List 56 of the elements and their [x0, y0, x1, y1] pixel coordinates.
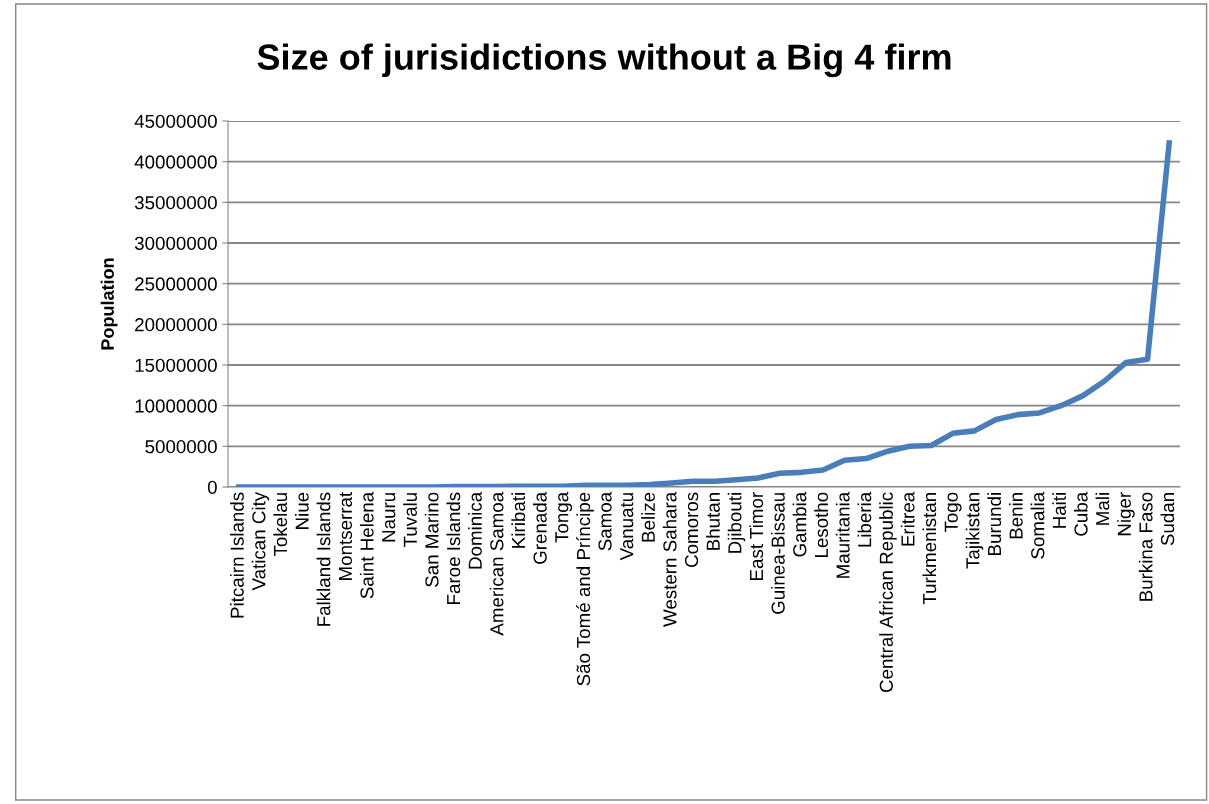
- x-tick-label: Niger: [1117, 492, 1135, 536]
- x-tick-label: Mali: [1095, 493, 1110, 525]
- x-tick-label: Saint Helena: [359, 491, 374, 599]
- x-tick-label: São Tomé and Príncipe: [576, 492, 594, 686]
- x-tick-label: Nauru: [382, 493, 396, 542]
- x-tick-label: Falkland Islands: [316, 492, 331, 626]
- x-tick-label: Cuba: [1073, 491, 1088, 536]
- x-tick-label: Kiribati: [511, 493, 526, 548]
- y-axis-title: Population: [100, 258, 118, 350]
- x-tick-label: Turkmenistan: [922, 493, 937, 605]
- x-tick-label: Gambia: [792, 491, 807, 557]
- x-tick-label: Vatican City: [251, 491, 270, 591]
- x-tick-label: Haiti: [1052, 493, 1067, 528]
- x-tick-label: Belize: [641, 492, 655, 542]
- x-tick-label: American Samoa: [489, 491, 504, 636]
- x-tick-label: Western Sahara: [662, 491, 677, 627]
- x-tick-label: Sudan: [1160, 493, 1175, 546]
- y-tick-label: 5000000: [145, 440, 217, 454]
- x-tick-label: East Timor: [749, 492, 764, 580]
- x-tick-label: Faroe Islands: [446, 492, 461, 604]
- y-tick-label: 20000000: [135, 318, 217, 332]
- x-tick-label: Grenada: [532, 491, 547, 564]
- x-tick-label: Burkina Faso: [1138, 492, 1153, 601]
- x-tick-label: Dominica: [468, 491, 482, 569]
- x-tick-label: Vanuatu: [620, 493, 634, 561]
- x-tick-label: Somalia: [1030, 491, 1045, 559]
- x-tick-label: Eritrea: [900, 491, 915, 546]
- y-tick-label: 25000000: [135, 277, 217, 291]
- y-tick-label: 45000000: [134, 114, 217, 128]
- x-tick-label: Lesotho: [814, 492, 829, 558]
- y-tick-label: 30000000: [134, 236, 217, 250]
- x-tick-label: Comoros: [684, 492, 699, 567]
- x-tick-label: Bhutan: [706, 493, 720, 550]
- x-tick-label: Burundi: [987, 493, 1002, 555]
- x-tick-label: Tonga: [555, 491, 573, 543]
- x-tick-label: Mauritania: [835, 491, 850, 578]
- x-tick-label: Montserrat: [338, 491, 353, 580]
- x-tick-label: Togo: [944, 492, 962, 533]
- y-tick-label: 35000000: [134, 196, 217, 210]
- y-tick-label: 15000000: [135, 358, 217, 372]
- x-tick-label: Djibouti: [727, 493, 746, 553]
- x-tick-label: Liberia: [857, 491, 872, 547]
- x-tick-label: Samoa: [598, 491, 612, 551]
- x-tick-label: Central African Republic: [879, 492, 897, 693]
- x-tick-label: Pitcairn Islands: [230, 492, 244, 618]
- x-tick-label: Niue: [294, 492, 309, 529]
- x-tick-label: Guinea-Bissau: [770, 493, 785, 614]
- y-tick-label: 10000000: [135, 399, 217, 413]
- x-tick-label: Benin: [1008, 493, 1023, 539]
- x-tick-label: San Marino: [424, 492, 439, 587]
- x-tick-label: Tokelau: [273, 493, 288, 557]
- x-tick-label: Tuvalu: [403, 493, 417, 548]
- x-tick-label: Tajikistan: [965, 493, 984, 569]
- chart-title: Size of jurisidictions without a Big 4 firm: [257, 43, 951, 78]
- y-tick-label: 0: [207, 480, 217, 494]
- y-tick-label: 40000000: [134, 155, 217, 169]
